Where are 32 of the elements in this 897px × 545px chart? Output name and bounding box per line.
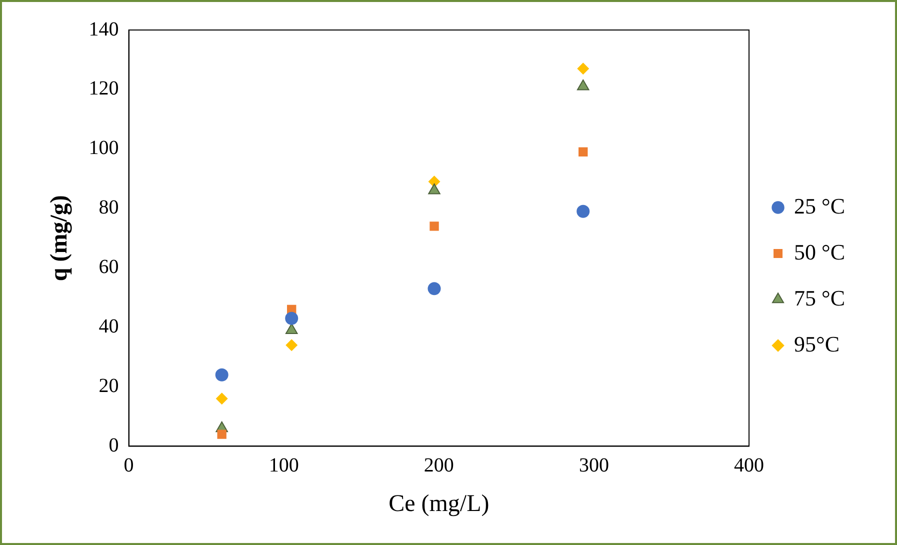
point <box>576 204 590 218</box>
x-tick-label: 100 <box>268 454 299 476</box>
point <box>576 79 590 90</box>
y-tick-label: 20 <box>98 374 119 397</box>
point <box>428 282 441 296</box>
y-tick-label: 80 <box>98 196 119 219</box>
point <box>577 62 590 75</box>
legend-label: 75 °C <box>794 285 846 310</box>
y-tick-label: 140 <box>88 18 119 40</box>
x-tick-label: 300 <box>578 454 609 476</box>
x-axis-title: Ce (mg/L) <box>388 490 490 517</box>
legend-label: 50 °C <box>794 239 846 264</box>
y-axis-title: q (mg/g) <box>46 195 73 282</box>
y-tick-label: 120 <box>88 78 119 100</box>
point <box>285 312 298 325</box>
y-tick-label: 40 <box>98 316 119 338</box>
y-tick-label: 60 <box>98 256 119 278</box>
point <box>216 392 228 405</box>
point <box>217 430 226 439</box>
x-tick-label: 400 <box>734 454 764 476</box>
legend-label: 95°C <box>794 331 840 356</box>
point <box>578 147 588 156</box>
y-tick-label: 0 <box>108 434 119 456</box>
point <box>286 339 298 352</box>
point <box>215 368 228 382</box>
x-tick-label: 200 <box>424 454 454 476</box>
x-tick-label: 0 <box>124 454 134 476</box>
point <box>428 184 440 194</box>
point <box>285 323 298 334</box>
point <box>430 222 439 231</box>
y-tick-label: 100 <box>88 137 119 160</box>
legend-label: 25 °C <box>794 193 846 218</box>
